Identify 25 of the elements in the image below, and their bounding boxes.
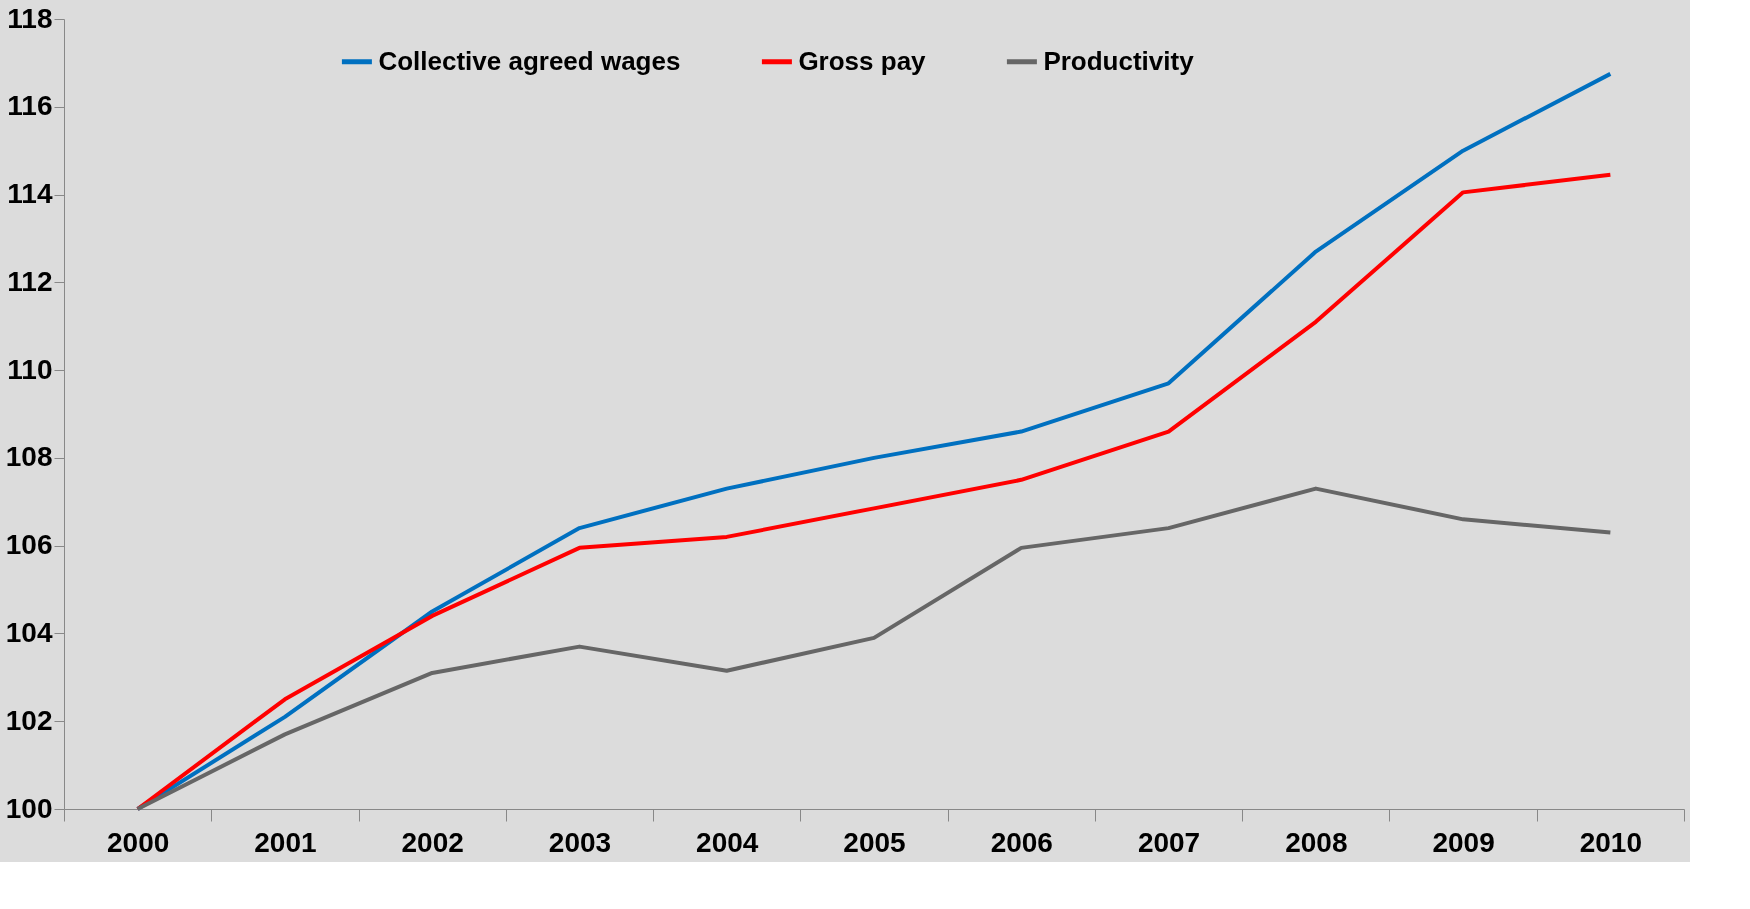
y-tick-label: 108 [5, 441, 53, 473]
x-tick-label: 2003 [548, 826, 612, 858]
legend-label: Productivity [1043, 45, 1195, 76]
y-tick-label: 112 [7, 265, 53, 297]
legend-label: Gross pay [798, 45, 927, 76]
x-tick-label: 2008 [1285, 826, 1348, 858]
x-tick-label: 2010 [1579, 826, 1643, 858]
y-tick-label: 104 [5, 616, 53, 648]
y-tick-label: 102 [5, 704, 53, 736]
line-series [135, 486, 1613, 811]
y-tick-label: 114 [7, 178, 53, 210]
x-tick-label: 2006 [990, 826, 1053, 858]
x-tick-label: 2000 [106, 826, 170, 858]
y-tick-label: 116 [7, 90, 53, 122]
x-tick-label: 2001 [254, 826, 317, 858]
x-tick-label: 2007 [1137, 826, 1201, 858]
x-tick-label: 2004 [696, 826, 759, 858]
x-tick-label: 2002 [401, 826, 464, 858]
y-tick-label: 100 [5, 792, 53, 824]
y-tick-label: 110 [7, 353, 53, 385]
y-tick-label: 106 [5, 529, 53, 561]
x-tick-label: 2009 [1432, 826, 1495, 858]
y-tick-label: 118 [7, 2, 53, 34]
legend-label: Collective agreed wages [378, 45, 681, 76]
x-tick-label: 2005 [843, 826, 906, 858]
